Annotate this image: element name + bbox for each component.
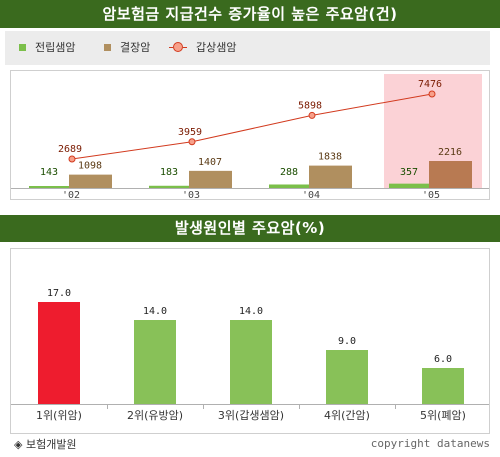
point-thyroid	[428, 90, 436, 98]
legend-label-thyroid: 갑상샘암	[196, 41, 237, 54]
bar-label-prostate: 357	[400, 167, 418, 178]
bar-label-colon: 2216	[438, 147, 462, 158]
bar-label-prostate: 143	[40, 167, 58, 178]
x-tick-label: 2위(유방암)	[127, 409, 183, 422]
top-chart-title: 암보험금 지급건수 증가율이 높은 주요암(건)	[0, 0, 500, 28]
bottom-chart-svg: 17.0 1위(위암) 14.0 2위(유방암) 14.0 3위(갑생샘암) 9.0 4위(간…	[11, 288, 489, 422]
bar-value-label: 9.0	[338, 336, 356, 347]
bar-colon	[429, 161, 472, 188]
bar-label-prostate: 288	[280, 167, 298, 178]
legend-label-prostate: 전립샘암	[35, 41, 76, 54]
bar-prostate	[149, 185, 189, 188]
legend-label-colon: 결장암	[120, 41, 151, 54]
legend-item-prostate: 전립샘암	[19, 39, 75, 55]
bar-label-prostate: 183	[160, 167, 178, 178]
legend-item-colon: 결장암	[104, 39, 150, 55]
legend-marker-thyroid	[173, 42, 183, 52]
bar-value-label: 14.0	[143, 306, 167, 317]
bar-prostate	[389, 183, 429, 188]
x-tick-label: '04	[302, 190, 320, 199]
bar-colon	[309, 165, 352, 188]
legend-line-right	[183, 46, 187, 48]
top-chart-frame: 143 1098 '02 183 1407 '03 288 1838 '04 357 2216 '05…	[10, 70, 490, 201]
point-thyroid	[68, 155, 76, 163]
legend-line-left	[169, 46, 173, 48]
x-tick-label: '05	[422, 190, 440, 199]
top-chart-svg: 143 1098 '02 183 1407 '03 288 1838 '04 357 2216 '05…	[11, 74, 489, 201]
legend-swatch-colon	[104, 43, 111, 51]
bar-colon	[69, 174, 112, 188]
bar-rank	[422, 368, 464, 404]
bar-value-label: 17.0	[47, 288, 71, 299]
source-label: ◈ 보험개발원	[14, 438, 77, 451]
x-tick-label: 4위(간암)	[324, 409, 370, 422]
point-label-thyroid: 7476	[418, 79, 442, 90]
copyright-label: copyright datanews	[370, 437, 490, 450]
point-label-thyroid: 5898	[298, 100, 322, 111]
point-thyroid	[308, 111, 316, 119]
point-label-thyroid: 3959	[178, 127, 202, 138]
bottom-chart-frame: 17.0 1위(위암) 14.0 2위(유방암) 14.0 3위(갑생샘암) 9.0 4위(간…	[10, 248, 490, 434]
bar-label-colon: 1838	[318, 152, 342, 163]
bottom-chart-title: 발생원인별 주요암(%)	[0, 215, 500, 242]
bar-rank	[230, 320, 272, 404]
point-label-thyroid: 2689	[58, 144, 82, 155]
legend-swatch-prostate	[19, 43, 26, 51]
legend-item-thyroid: 갑상샘암	[169, 39, 236, 55]
bar-value-label: 6.0	[434, 354, 452, 365]
x-tick-label: 5위(폐암)	[420, 409, 466, 422]
bar-label-colon: 1098	[78, 161, 102, 172]
bar-rank	[134, 320, 176, 404]
bar-prostate	[29, 186, 69, 188]
line-thyroid	[71, 93, 433, 160]
point-thyroid	[188, 138, 196, 146]
bar-prostate	[269, 184, 309, 188]
bar-colon	[189, 170, 232, 188]
legend: 전립샘암 결장암 갑상샘암	[5, 31, 490, 65]
bar-rank	[38, 302, 80, 404]
x-tick-label: 3위(갑생샘암)	[218, 409, 284, 422]
bar-value-label: 14.0	[239, 306, 263, 317]
x-tick-label: 1위(위암)	[36, 409, 82, 422]
bar-rank	[326, 350, 368, 404]
x-tick-label: '03	[182, 190, 200, 199]
x-tick-label: '02	[62, 190, 80, 199]
bar-label-colon: 1407	[198, 157, 222, 168]
